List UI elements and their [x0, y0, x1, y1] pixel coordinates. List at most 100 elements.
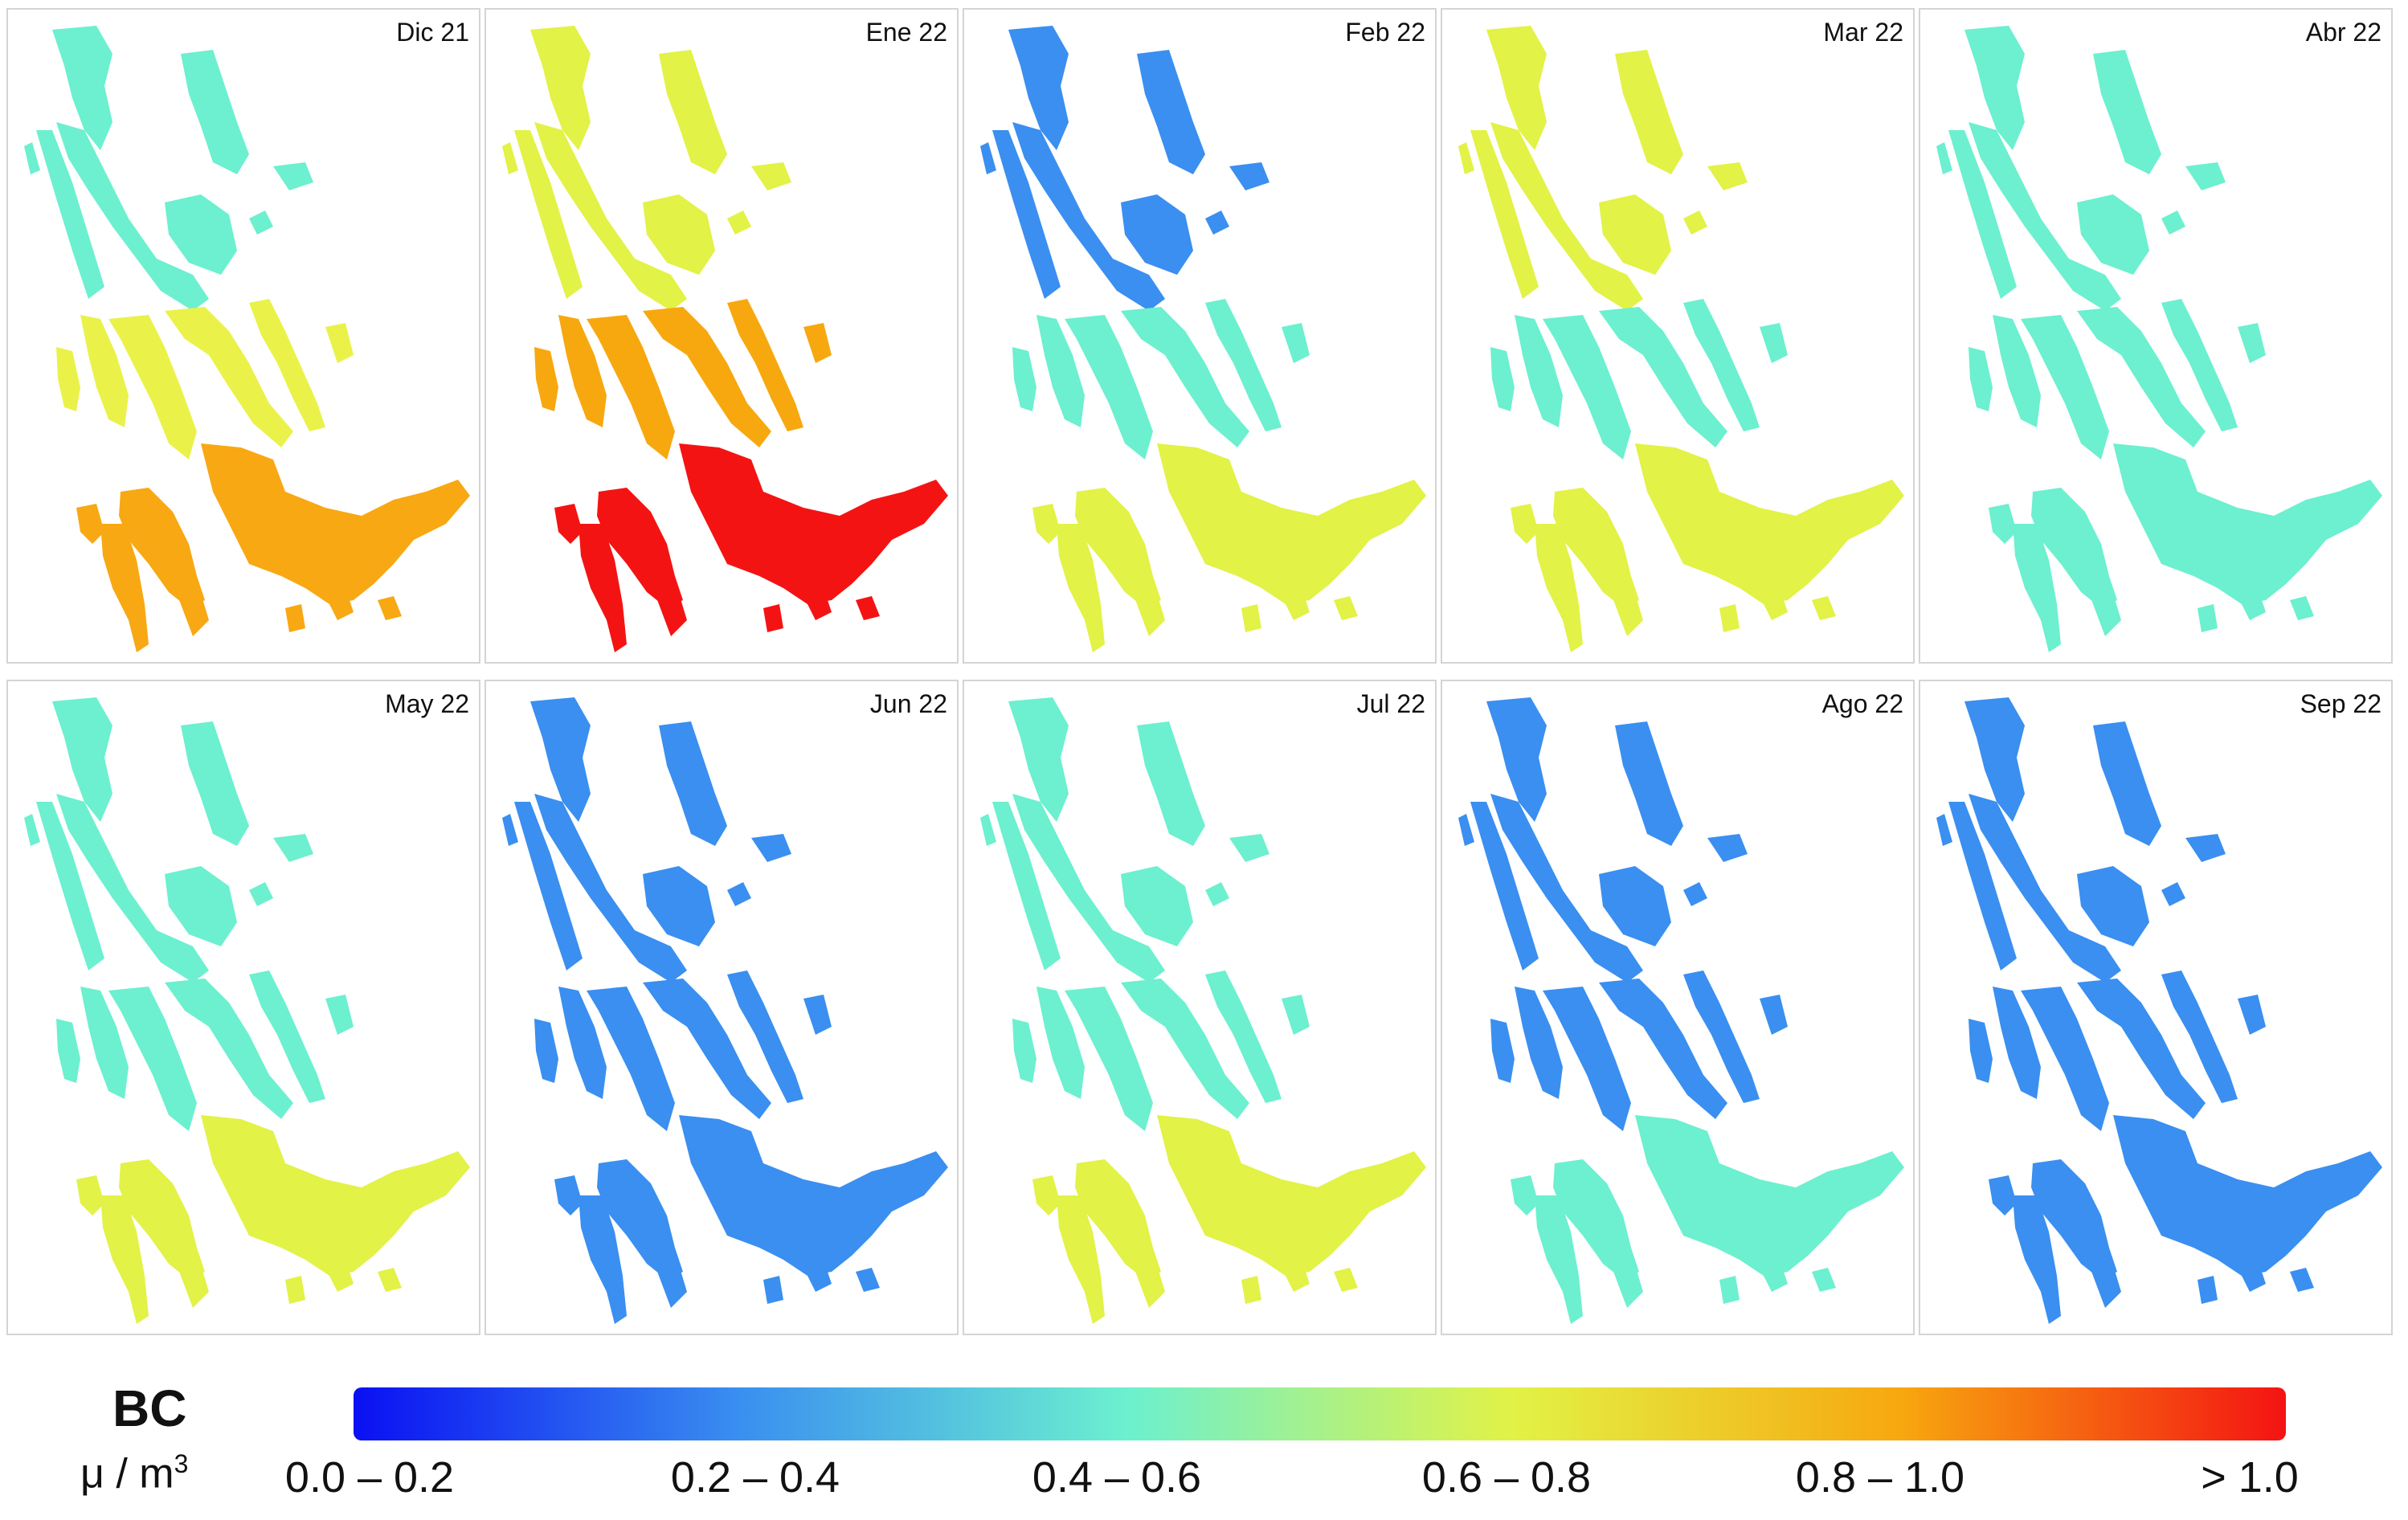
region-south: [100, 524, 149, 652]
region-south: [1057, 1195, 1105, 1324]
region-middle: [587, 987, 675, 1131]
region-south: [856, 596, 880, 620]
region-north: [1683, 882, 1707, 906]
region-north: [1121, 866, 1193, 946]
region-south: [1989, 504, 2017, 544]
map-panel: Jul 22: [963, 680, 1437, 1335]
colorbar-tick-label: 0.6 – 0.8: [1421, 1453, 1592, 1502]
region-middle: [1543, 987, 1631, 1131]
region-north: [165, 194, 237, 275]
region-middle: [587, 315, 675, 460]
region-middle: [325, 995, 354, 1035]
region-middle: [56, 1019, 80, 1083]
region-north: [1969, 122, 2121, 311]
region-north: [1137, 50, 1205, 174]
region-south: [639, 540, 687, 636]
region-south: [1511, 504, 1539, 544]
region-map: [980, 697, 1426, 1324]
legend-title: BC: [112, 1379, 187, 1437]
region-south: [2073, 1212, 2121, 1308]
region-north: [2093, 721, 2161, 846]
region-middle: [108, 315, 197, 460]
panel-month-label: Ago 22: [1821, 689, 1903, 718]
region-south: [679, 443, 948, 604]
region-middle: [727, 970, 803, 1103]
region-north: [980, 142, 996, 174]
region-south: [1812, 596, 1836, 620]
region-south: [763, 1276, 783, 1304]
region-north: [1969, 794, 2121, 983]
region-south: [325, 588, 354, 620]
region-south: [578, 524, 627, 652]
region-north: [2077, 866, 2149, 946]
region-map: [24, 697, 470, 1324]
map-panel: Mar 22: [1441, 8, 1915, 664]
region-south: [1117, 1212, 1165, 1308]
legend-unit-exponent: 3: [174, 1449, 189, 1478]
region-middle: [1282, 995, 1310, 1035]
region-north: [1470, 130, 1539, 299]
region-south: [201, 443, 470, 604]
region-south: [803, 1260, 832, 1292]
region-north: [2077, 194, 2149, 275]
region-south: [554, 1175, 583, 1216]
region-south: [1157, 443, 1426, 604]
region-map: [1936, 697, 2382, 1324]
region-south: [2290, 1268, 2314, 1292]
region-middle: [1969, 1019, 1993, 1083]
region-south: [100, 1195, 149, 1324]
region-map: [502, 26, 948, 652]
region-middle: [1065, 315, 1153, 460]
region-south: [1117, 540, 1165, 636]
region-south: [161, 540, 209, 636]
colorbar-tick-label: 0.4 – 0.6: [1032, 1453, 1202, 1502]
region-south: [285, 1276, 305, 1304]
region-north: [1486, 697, 1547, 822]
region-south: [2113, 1115, 2382, 1276]
region-south: [1334, 596, 1358, 620]
legend-unit-base: μ / m: [80, 1450, 174, 1498]
region-south: [1535, 524, 1583, 652]
region-middle: [1543, 315, 1631, 460]
region-middle: [165, 307, 293, 447]
region-north: [514, 802, 583, 970]
region-south: [803, 588, 832, 620]
region-south: [1760, 1260, 1788, 1292]
region-north: [249, 882, 273, 906]
region-north: [56, 794, 209, 983]
region-middle: [2238, 323, 2266, 363]
panel-month-label: May 22: [385, 689, 469, 718]
region-south: [285, 604, 305, 632]
region-south: [679, 1115, 948, 1276]
region-north: [1229, 162, 1269, 190]
region-middle: [2161, 299, 2238, 431]
region-south: [1241, 604, 1261, 632]
region-north: [1599, 194, 1671, 275]
colorbar: [354, 1387, 2286, 1440]
region-north: [1008, 26, 1069, 150]
region-north: [1615, 50, 1683, 174]
region-north: [643, 866, 715, 946]
region-north: [56, 122, 209, 311]
region-north: [727, 210, 751, 235]
region-north: [751, 834, 791, 862]
region-north: [1936, 142, 1952, 174]
region-middle: [1969, 347, 1993, 411]
region-middle: [643, 979, 771, 1119]
region-middle: [1036, 987, 1085, 1099]
region-middle: [1205, 970, 1282, 1103]
panel-month-label: Abr 22: [2305, 18, 2381, 47]
map-panel: Ago 22: [1441, 680, 1915, 1335]
map-panel: Sep 22: [1919, 680, 2393, 1335]
region-south: [378, 1268, 402, 1292]
map-panel: May 22: [6, 680, 480, 1335]
region-north: [534, 122, 687, 311]
region-north: [36, 802, 104, 970]
colorbar-tick-label: > 1.0: [2201, 1453, 2299, 1502]
region-north: [36, 130, 104, 299]
map-panel: Ene 22: [484, 8, 959, 664]
region-north: [1012, 122, 1165, 311]
region-middle: [1599, 979, 1727, 1119]
region-north: [502, 142, 518, 174]
region-north: [502, 814, 518, 846]
